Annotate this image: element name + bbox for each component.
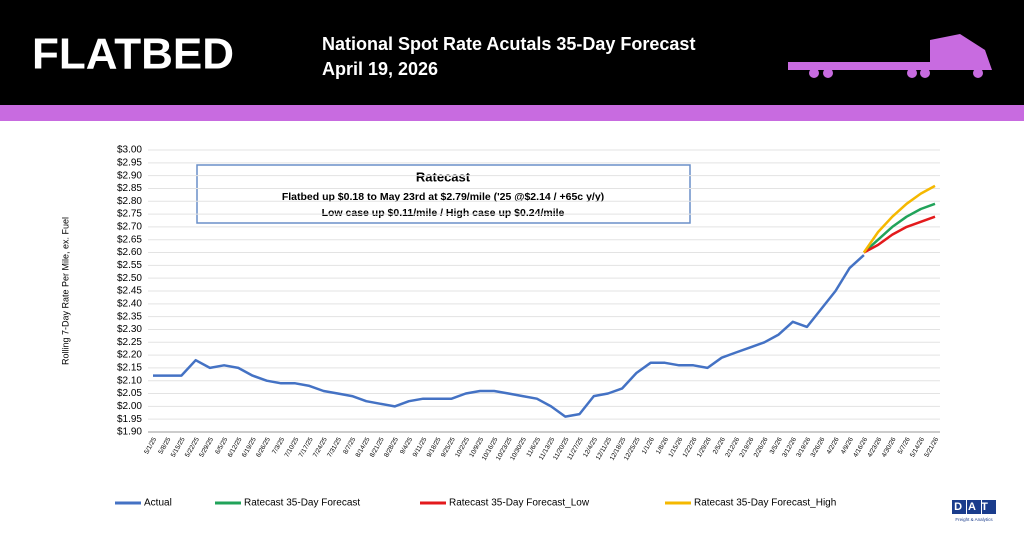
y-tick-label: $2.10	[117, 375, 142, 386]
y-tick-label: $2.00	[117, 401, 142, 412]
legend-label: Actual	[144, 498, 172, 509]
x-tick-label: 1/1/26	[641, 436, 656, 455]
header-title: National Spot Rate Acutals 35-Day Foreca…	[322, 34, 695, 54]
annotation-title: Ratecast	[416, 169, 471, 184]
y-tick-label: $2.05	[117, 388, 142, 399]
y-tick-label: $2.45	[117, 286, 142, 297]
x-tick-label: 3/26/26	[810, 436, 827, 459]
x-tick-label: 1/29/26	[696, 436, 713, 459]
y-tick-label: $2.85	[117, 183, 142, 194]
dat-logo: DAT Freight & Analytics	[952, 500, 996, 522]
x-tick-label: 5/21/26	[923, 436, 940, 459]
y-tick-label: $2.75	[117, 209, 142, 220]
annotation-box	[196, 164, 691, 224]
header-subtitle: April 19, 2026	[322, 59, 438, 79]
x-tick-label: 2/26/26	[753, 436, 770, 459]
y-tick-label: $2.80	[117, 196, 142, 207]
header-stripe	[0, 105, 1024, 121]
y-tick-label: $2.30	[117, 324, 142, 335]
y-tick-label: $2.55	[117, 260, 142, 271]
y-tick-label: $2.90	[117, 170, 142, 181]
y-tick-label: $1.90	[117, 427, 142, 438]
y-tick-label: $2.40	[117, 298, 142, 309]
legend-label: Ratecast 35-Day Forecast	[244, 498, 360, 509]
y-tick-label: $2.25	[117, 337, 142, 348]
y-tick-label: $2.15	[117, 363, 142, 374]
x-tick-label: 8/28/25	[383, 436, 400, 459]
logo-tagline: Freight & Analytics	[955, 517, 993, 522]
truck-icon	[788, 34, 992, 78]
x-tick-label: 4/2/26	[826, 436, 841, 455]
y-tick-label: $2.60	[117, 247, 142, 258]
x-tick-label: 5/1/25	[143, 436, 158, 455]
legend-label: Ratecast 35-Day Forecast_Low	[449, 498, 590, 509]
y-tick-label: $2.70	[117, 222, 142, 233]
brand: FLATBED	[32, 30, 234, 79]
header-band	[0, 0, 1024, 105]
y-tick-label: $2.20	[117, 350, 142, 361]
y-tick-label: $2.35	[117, 311, 142, 322]
y-axis-label: Rolling 7-Day Rate Per Mile, ex. Fuel	[60, 217, 70, 365]
series-line	[863, 202, 936, 254]
x-tick-label: 7/31/25	[326, 436, 343, 459]
legend-label: Ratecast 35-Day Forecast_High	[694, 498, 836, 509]
series-line	[862, 184, 936, 254]
x-tick-label: 6/26/25	[255, 436, 272, 459]
y-tick-label: $1.95	[117, 414, 142, 425]
y-tick-label: $3.00	[117, 145, 142, 156]
y-tick-label: $2.50	[117, 273, 142, 284]
y-tick-label: $2.95	[117, 157, 142, 168]
series-line	[863, 215, 936, 254]
series-line	[153, 254, 865, 418]
x-tick-label: 4/30/26	[881, 436, 898, 459]
logo-name: DAT	[954, 501, 994, 513]
x-tick-label: 5/29/25	[198, 436, 215, 459]
annotation-line: Low case up $0.11/mile / High case up $0…	[322, 207, 565, 219]
annotation-line: Flatbed up $0.18 to May 23rd at $2.79/mi…	[282, 191, 604, 203]
y-tick-label: $2.65	[117, 234, 142, 245]
